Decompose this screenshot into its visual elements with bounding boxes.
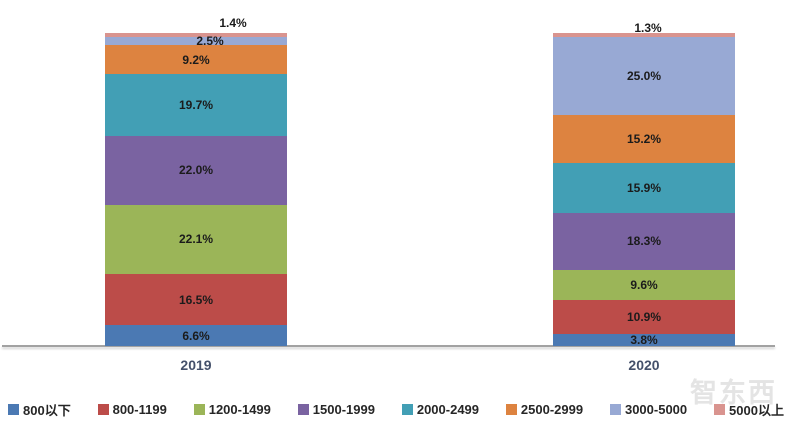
bar-segment-2019-5: 9.2% bbox=[105, 45, 287, 74]
legend-swatch-icon bbox=[714, 404, 726, 415]
bar-segment-2019-1: 16.5% bbox=[105, 273, 287, 326]
bar-segment-2019-7: 1.4% bbox=[105, 16, 287, 38]
legend-item-4: 2000-2499 bbox=[401, 402, 480, 417]
bar-segment-2020-0: 3.8% bbox=[553, 333, 735, 348]
legend-label: 1200-1499 bbox=[208, 402, 271, 417]
legend-item-1: 800-1199 bbox=[97, 402, 167, 417]
watermark: 智东西 bbox=[690, 378, 777, 408]
bar-segment-2020-2: 9.6% bbox=[553, 270, 735, 301]
segment-value-label: 1.4% bbox=[219, 16, 247, 30]
legend-label: 2500-2999 bbox=[520, 402, 584, 417]
legend-label: 1500-1999 bbox=[312, 402, 375, 417]
segment-value-label: 9.2% bbox=[182, 52, 210, 67]
legend-swatch-icon bbox=[297, 404, 309, 415]
legend-label: 2000-2499 bbox=[416, 402, 480, 417]
segment-value-label: 2.5% bbox=[196, 34, 224, 49]
segment-value-label: 1.3% bbox=[634, 21, 662, 35]
bar-segment-2020-5: 15.2% bbox=[553, 115, 735, 163]
category-label-2019: 2019 bbox=[180, 357, 212, 373]
bar-2020: 1.3% 25.0% 15.2% 15.9% 18.3% 9.6% 10.9% 3.8% bbox=[553, 21, 735, 348]
bar-segment-2020-4: 15.9% bbox=[553, 162, 735, 213]
legend-label: 3000-5000 bbox=[624, 402, 688, 417]
legend-item-0: 800以下 bbox=[8, 400, 71, 419]
segment-value-label: 25.0% bbox=[626, 69, 662, 84]
segment-value-label: 15.2% bbox=[626, 132, 662, 147]
legend-item-2: 1200-1499 bbox=[193, 402, 271, 417]
segment-value-label: 18.3% bbox=[626, 234, 662, 249]
bar-segment-2019-2: 22.1% bbox=[105, 204, 287, 274]
segment-value-label: 6.6% bbox=[182, 328, 210, 343]
bar-segment-2020-1: 10.9% bbox=[553, 300, 735, 335]
legend-label: 800以下 bbox=[23, 403, 71, 418]
segment-value-label: 10.9% bbox=[626, 310, 662, 325]
legend-label: 800-1199 bbox=[112, 402, 167, 417]
bar-segment-2020-7: 1.3% bbox=[553, 21, 735, 38]
segment-value-label: 19.7% bbox=[178, 97, 214, 112]
segment-value-label: 16.5% bbox=[178, 292, 214, 307]
segment-value-label: 15.9% bbox=[626, 180, 662, 195]
bar-segment-2019-6: 2.5% bbox=[105, 34, 287, 49]
legend-item-5: 2500-2999 bbox=[505, 402, 584, 417]
legend-swatch-icon bbox=[193, 404, 205, 415]
legend-item-6: 3000-5000 bbox=[609, 402, 688, 417]
x-axis-line bbox=[2, 345, 775, 347]
legend-swatch-icon bbox=[609, 404, 621, 415]
category-label-2020: 2020 bbox=[628, 357, 660, 373]
segment-value-label: 22.0% bbox=[178, 163, 214, 178]
segment-value-label: 9.6% bbox=[630, 278, 658, 293]
segment-value-label: 3.8% bbox=[630, 333, 658, 348]
legend-item-7: 5000以上 bbox=[714, 400, 784, 419]
legend-swatch-icon bbox=[505, 404, 517, 415]
legend-label: 5000以上 bbox=[729, 403, 784, 418]
legend: 800以下 800-1199 1200-1499 1500-1999 2000-2499… bbox=[8, 400, 784, 419]
bar-segment-2020-6: 25.0% bbox=[553, 37, 735, 116]
segment-value-label: 22.1% bbox=[178, 232, 214, 247]
legend-item-3: 1500-1999 bbox=[297, 402, 375, 417]
legend-swatch-icon bbox=[8, 404, 19, 415]
legend-swatch-icon bbox=[97, 404, 109, 415]
bar-segment-2019-3: 22.0% bbox=[105, 135, 287, 205]
bar-segment-2019-4: 19.7% bbox=[105, 73, 287, 136]
bar-2019: 1.4% 2.5% 9.2% 19.7% 22.0% 22.1% 16.5% 6.6% bbox=[105, 16, 287, 347]
bar-segment-2019-0: 6.6% bbox=[105, 325, 287, 347]
bar-segment-2020-3: 18.3% bbox=[553, 212, 735, 271]
legend-swatch-icon bbox=[401, 404, 413, 415]
